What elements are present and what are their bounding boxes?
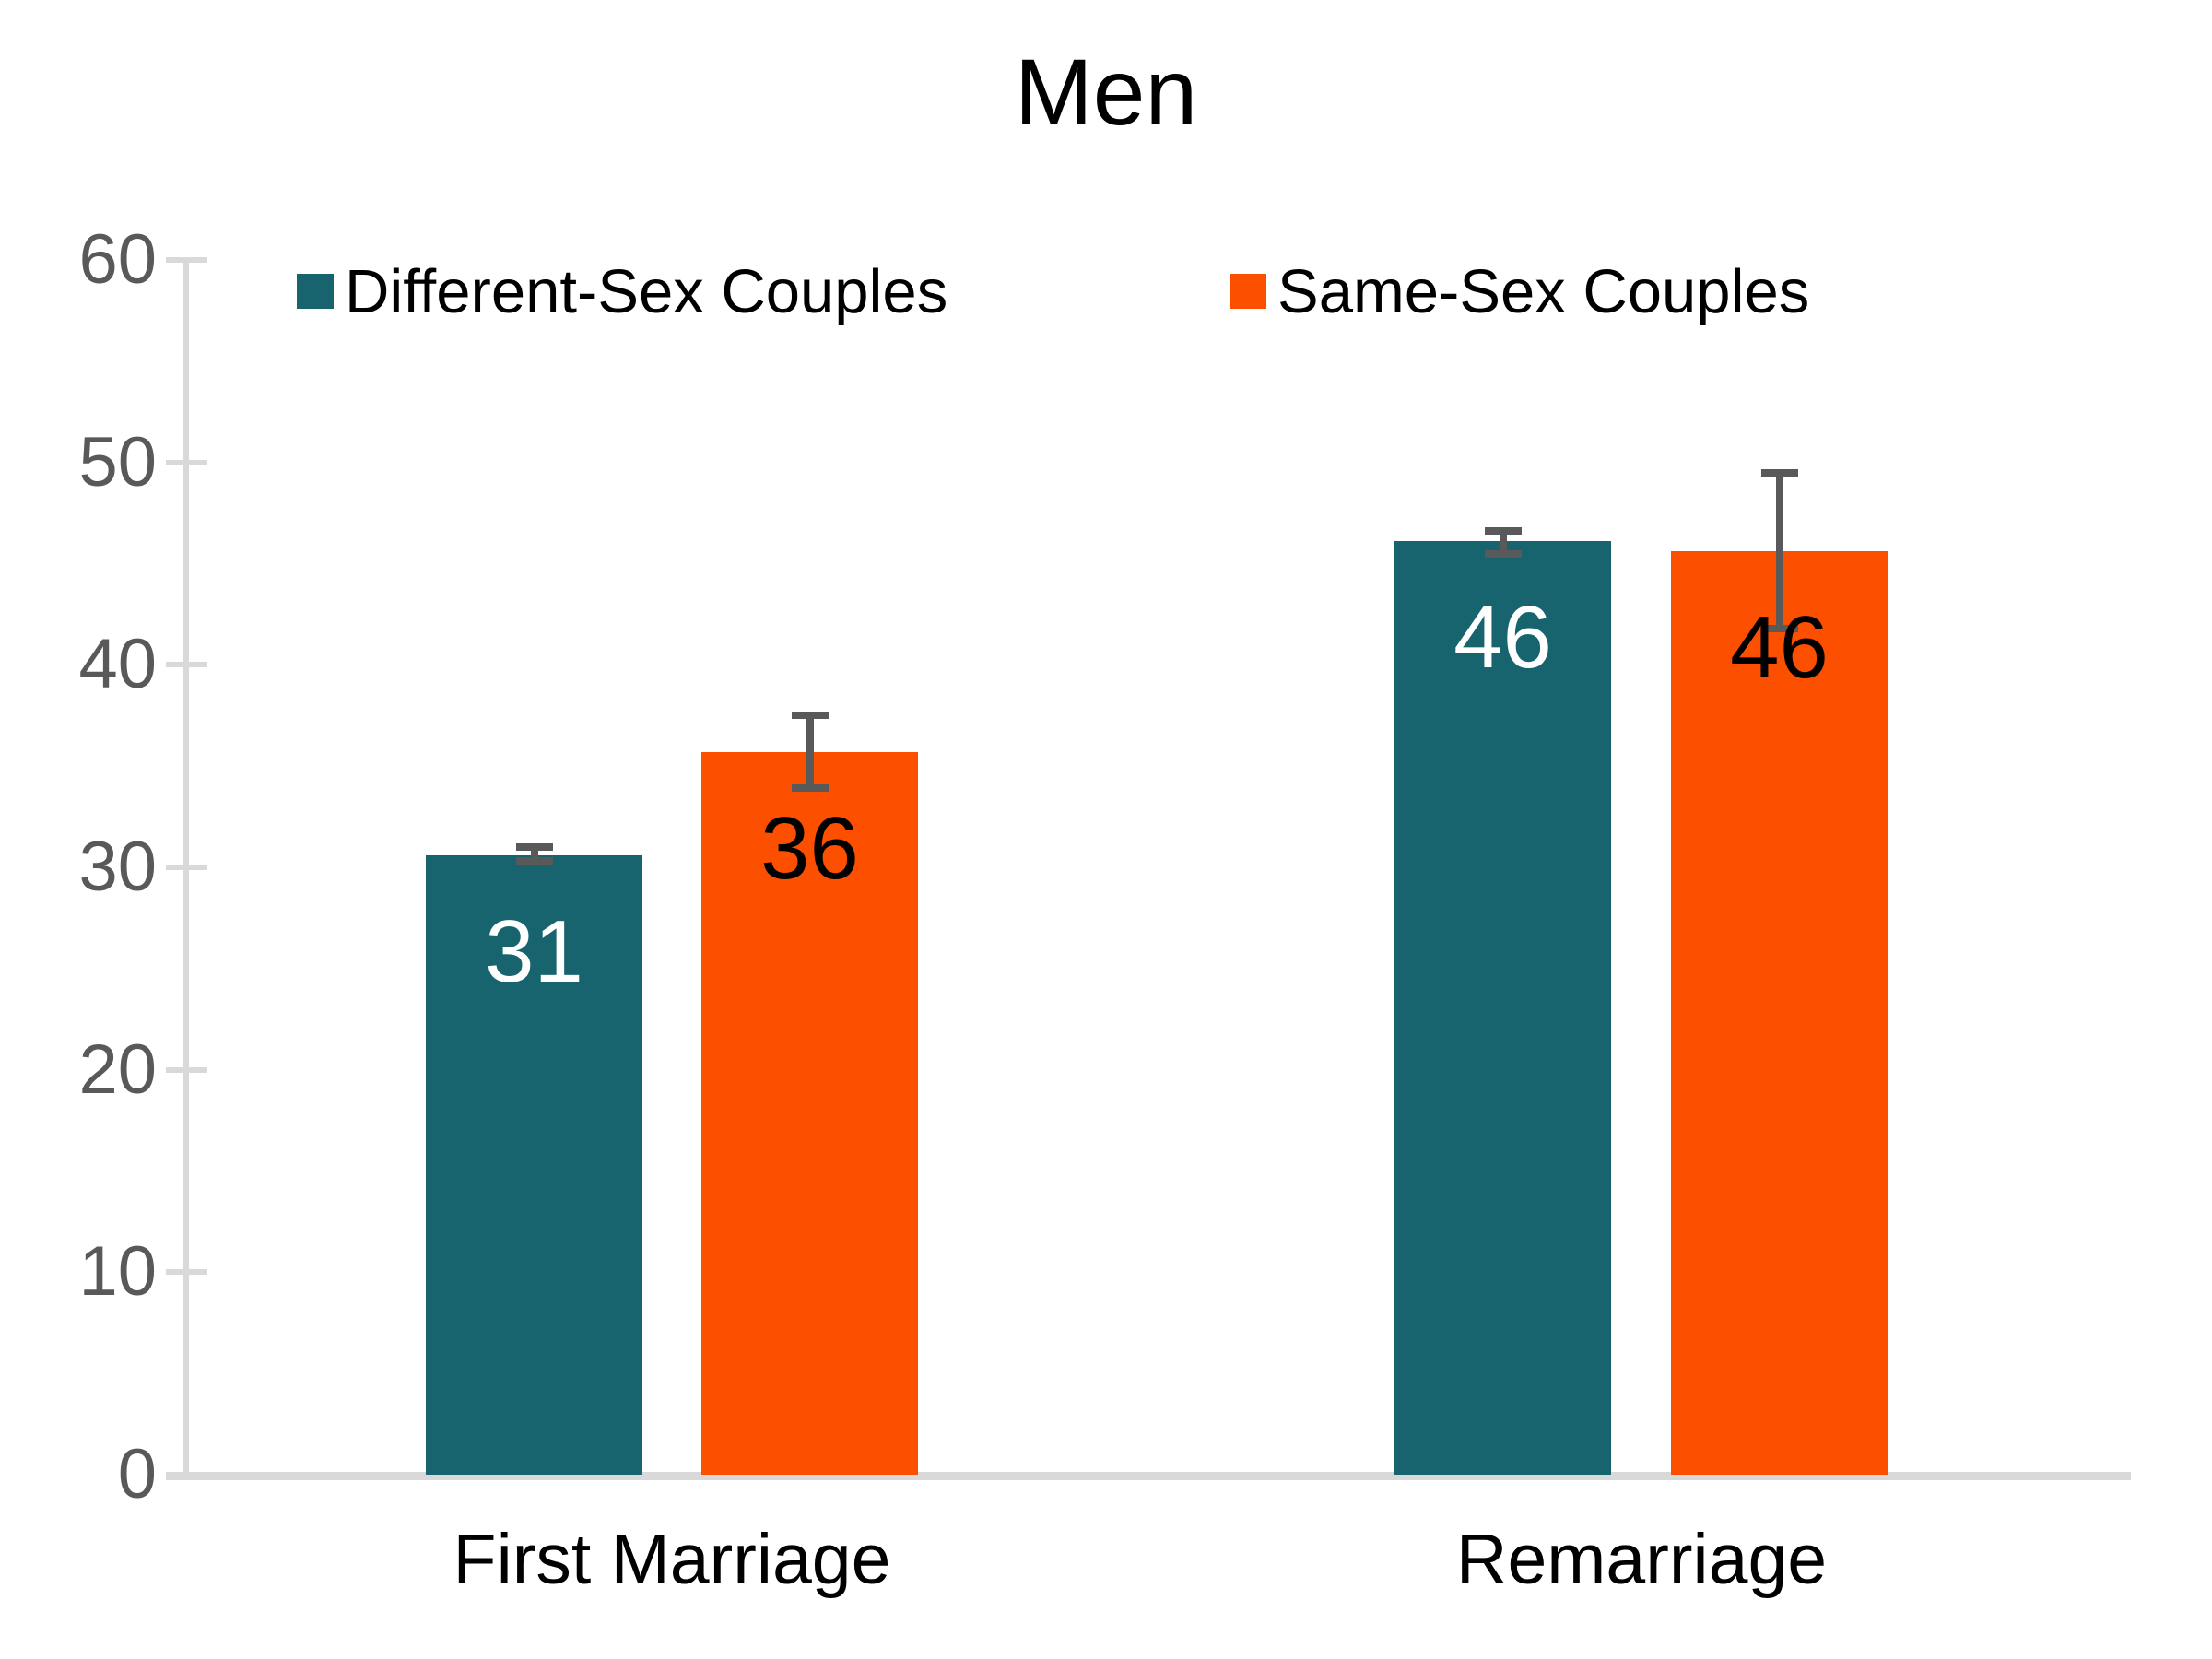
error-bar-cap-top [515, 843, 553, 852]
legend-swatch-icon [297, 274, 334, 309]
error-bar-line [1499, 531, 1507, 554]
y-axis-line [183, 260, 189, 1475]
legend-entry: Same-Sex Couples [1230, 255, 1809, 327]
bar-data-label: 46 [1453, 588, 1552, 688]
error-bar-cap-bottom [1760, 624, 1798, 632]
error-bar-cap-top [1484, 527, 1522, 535]
bar-same-sex-couples-first-marriage [701, 751, 918, 1475]
y-tick-label: 50 [78, 422, 157, 501]
error-bar-cap-top [791, 712, 829, 720]
chart-title: Men [1014, 40, 1198, 145]
x-category-label: First Marriage [453, 1520, 891, 1599]
bar-data-label: 46 [1730, 598, 1829, 698]
y-tick-label: 40 [78, 625, 157, 704]
error-bar-cap-bottom [791, 784, 829, 793]
y-tick-label: 20 [78, 1030, 157, 1109]
legend-entry: Different-Sex Couples [297, 255, 947, 327]
error-bar-cap-top [1760, 468, 1798, 477]
error-bar-cap-bottom [515, 857, 553, 865]
bar-different-sex-couples-first-marriage [426, 854, 642, 1475]
y-tick-label: 60 [78, 220, 157, 299]
y-tick-label: 10 [78, 1232, 157, 1312]
bar-same-sex-couples-remarriage [1671, 551, 1888, 1475]
legend-label: Different-Sex Couples [345, 256, 948, 326]
error-bar-cap-bottom [1484, 549, 1522, 558]
error-bar-line [806, 715, 814, 789]
x-category-label: Remarriage [1455, 1520, 1828, 1599]
y-tick-label: 30 [78, 828, 157, 906]
error-bar-line [530, 847, 538, 862]
legend-label: Same-Sex Couples [1277, 256, 1810, 326]
bar-data-label: 31 [485, 901, 583, 1001]
error-bar-line [1775, 472, 1783, 629]
legend-swatch-icon [1230, 274, 1266, 309]
y-tick-label: 0 [117, 1435, 157, 1513]
x-axis-line [166, 1472, 2131, 1480]
bar-data-label: 36 [760, 798, 859, 898]
bar-different-sex-couples-remarriage [1394, 541, 1611, 1475]
